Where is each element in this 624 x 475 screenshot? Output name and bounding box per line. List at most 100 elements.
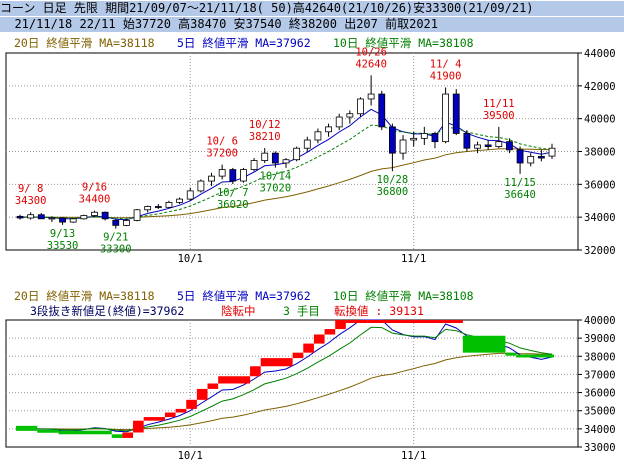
- candle-body: [271, 152, 279, 164]
- break-brick-down: [37, 429, 59, 433]
- candle: [27, 212, 35, 220]
- low-annotation-date: 9/13: [50, 228, 75, 240]
- candle: [346, 110, 354, 124]
- candle: [325, 123, 332, 137]
- candle: [495, 126, 503, 149]
- candle-body: [197, 180, 205, 192]
- break-brick-up: [133, 420, 144, 433]
- break-brick-up: [335, 320, 346, 330]
- candle: [144, 205, 152, 213]
- candle-body: [133, 209, 141, 221]
- candle-body: [186, 190, 194, 200]
- break-brick-down: [505, 352, 517, 356]
- candle: [48, 216, 56, 223]
- chart-header-period: コーン 日足 先限 期間21/09/07～21/11/18( 50)高42640…: [0, 1, 624, 16]
- candle-body: [463, 133, 471, 149]
- lower-ytick-label: 34000: [584, 424, 616, 436]
- low-annotation-date: 10/ 7: [217, 187, 249, 199]
- candle: [91, 210, 98, 218]
- candle: [399, 135, 407, 160]
- candle-body: [101, 211, 109, 220]
- candle: [165, 200, 173, 209]
- legend-ma10-upper: 10日 終値平滑 MA=38108: [333, 36, 474, 50]
- candle-body: [346, 113, 354, 118]
- chart-header-session: 21/11/18 22/11 始37720 高38470 安37540 終382…: [0, 17, 624, 32]
- high-annotation-date: 10/ 6: [206, 136, 238, 148]
- candle-body: [37, 214, 45, 220]
- low-annotation-date: 11/15: [504, 177, 536, 189]
- lower-ytick-label: 40000: [584, 315, 616, 327]
- break-brick-up: [175, 408, 187, 413]
- candle-body: [59, 217, 66, 223]
- high-annotation-date: 11/11: [483, 98, 515, 110]
- candle-body: [378, 93, 386, 128]
- upper-ytick-label: 42000: [584, 81, 616, 93]
- legend-ma5-upper: 5日 終値平滑 MA=37962: [177, 36, 311, 50]
- high-annotation-value: 34400: [79, 194, 111, 206]
- candle-body: [112, 220, 120, 226]
- candle-body: [69, 218, 77, 223]
- candle-body: [282, 159, 290, 164]
- candle: [197, 179, 205, 193]
- candle-body: [527, 156, 535, 164]
- candle: [293, 146, 301, 162]
- candle-body: [303, 139, 311, 149]
- candle: [112, 219, 120, 229]
- break-brick-up: [196, 388, 208, 400]
- low-annotation-value: 33530: [47, 240, 79, 252]
- candle-body: [495, 141, 503, 147]
- lower-ma-line-10日 終値平滑: [19, 326, 553, 432]
- candle-body: [431, 133, 439, 143]
- candle: [303, 136, 311, 152]
- lower-ytick-label: 33000: [584, 442, 616, 454]
- high-annotation-date: 9/16: [82, 182, 107, 194]
- candle-body: [367, 93, 375, 100]
- lower-ytick-label: 38000: [584, 351, 616, 363]
- candle-body: [229, 169, 237, 182]
- candle-body: [442, 93, 450, 143]
- lower-ytick-label: 39000: [584, 333, 616, 345]
- candle-body: [410, 137, 418, 141]
- candle: [474, 141, 481, 154]
- candle: [123, 218, 130, 227]
- candle: [463, 130, 471, 152]
- break-brick-up: [164, 412, 176, 418]
- high-annotation-date: 9/ 8: [18, 183, 43, 195]
- candle: [37, 213, 45, 220]
- candle: [133, 208, 141, 222]
- break-brick-up: [260, 358, 293, 367]
- candle-body: [314, 131, 322, 141]
- candle-body: [176, 198, 184, 203]
- candle-body: [208, 175, 215, 182]
- candle-body: [516, 149, 524, 164]
- upper-xtick-label: 11/1: [401, 253, 426, 265]
- break-brick-up: [303, 343, 314, 353]
- candle-body: [325, 126, 332, 133]
- upper-ytick-label: 34000: [584, 212, 616, 224]
- candle: [527, 153, 535, 167]
- candle: [431, 131, 439, 149]
- break-brick-down: [462, 335, 506, 353]
- candle-body: [144, 206, 152, 211]
- break-brick-up: [186, 399, 197, 409]
- candle-body: [154, 206, 162, 208]
- candle: [80, 214, 88, 220]
- candle-body: [16, 215, 24, 219]
- low-annotation-value: 36800: [377, 186, 409, 198]
- candle: [59, 217, 66, 225]
- candle: [208, 172, 215, 186]
- candle-body: [91, 211, 98, 216]
- candle: [69, 217, 77, 223]
- ma-line-10日 終値平滑: [19, 124, 553, 220]
- candle: [176, 197, 184, 205]
- candle-body: [165, 201, 173, 208]
- candle-body: [357, 98, 364, 115]
- candle-body: [250, 160, 258, 170]
- candle-body: [48, 217, 56, 220]
- lower-ytick-label: 37000: [584, 369, 616, 381]
- break-brick-up: [345, 320, 357, 323]
- break-brick-up: [367, 320, 463, 323]
- candle: [154, 204, 162, 209]
- break-brick-down: [58, 430, 112, 435]
